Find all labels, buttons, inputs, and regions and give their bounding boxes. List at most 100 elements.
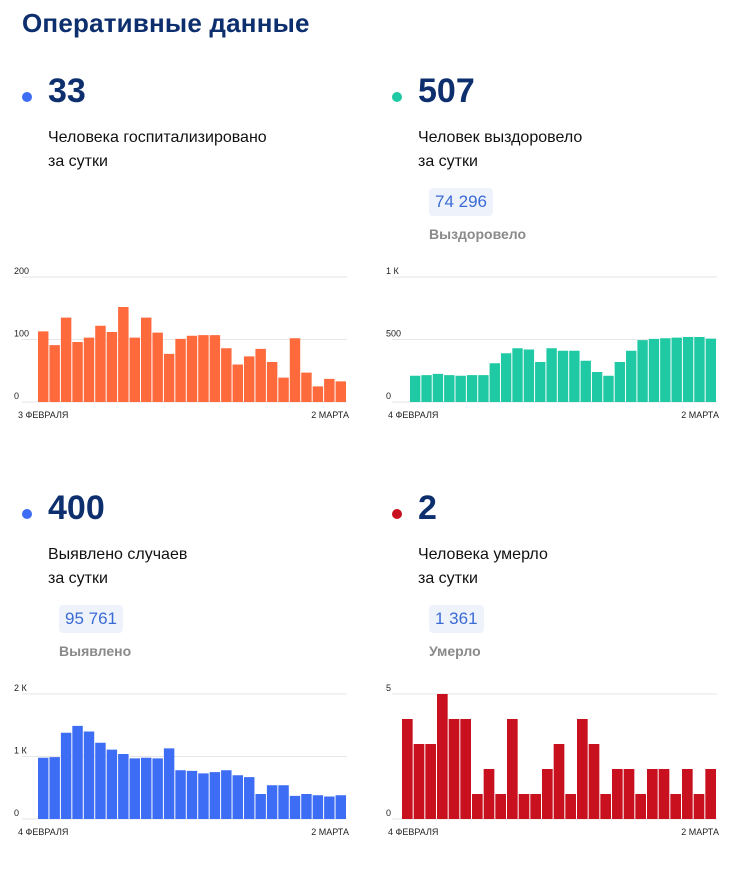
recovered-bar (466, 375, 478, 402)
recovered-dot (392, 92, 402, 102)
deaths-ytick-label: 0 (386, 808, 391, 818)
hospitalized-bar (60, 317, 72, 402)
hospitalized-value: 33 (48, 72, 86, 110)
hospitalized-bar (95, 325, 106, 402)
recovered-bar (500, 353, 512, 402)
cases-value: 400 (48, 489, 105, 527)
recovered-chart: 0 500 1 К 4 ФЕВРАЛЯ 2 МАРТА (386, 266, 719, 420)
hospitalized-bar (221, 348, 232, 402)
deaths-bar (670, 794, 681, 819)
cases-bar (278, 785, 289, 819)
cases-bar (49, 757, 60, 819)
hospitalized-bar (255, 348, 266, 402)
recovered-bar (535, 362, 546, 402)
cases-chart: 0 1 К 2 К 4 ФЕВРАЛЯ 2 МАРТА (14, 683, 349, 837)
hospitalized-bar (83, 337, 95, 402)
deaths-bar (472, 794, 483, 819)
deaths-bar (565, 794, 576, 819)
hospitalized-bar (186, 335, 198, 402)
hospitalized-bar (72, 342, 83, 402)
cases-bar (83, 731, 95, 819)
cases-bar (255, 794, 266, 819)
deaths-bar (460, 719, 471, 819)
hospitalized-xlabel-start: 3 ФЕВРАЛЯ (18, 410, 68, 420)
deaths-bar (577, 719, 588, 819)
recovered-bar (591, 372, 603, 402)
deaths-bar (693, 794, 705, 819)
recovered-bar (569, 350, 580, 402)
deaths-bar (495, 794, 506, 819)
recovered-bar (626, 350, 637, 402)
recovered-ytick-label: 0 (386, 391, 391, 401)
hospitalized-bar (141, 317, 152, 402)
recovered-bar (660, 338, 671, 402)
hospitalized-bar (266, 362, 278, 402)
recovered-bar (421, 375, 432, 402)
recovered-bar (489, 363, 500, 402)
cases-total-label: Выявлено (59, 643, 132, 659)
deaths-bar (437, 694, 448, 819)
cases-bar (221, 770, 232, 819)
deaths-bar (518, 794, 530, 819)
cases-bar (312, 795, 324, 819)
deaths-bar (623, 769, 635, 819)
cases-bar (163, 748, 175, 819)
hospitalized-bar (312, 386, 324, 402)
deaths-bar (483, 769, 495, 819)
hospitalized-bar (38, 331, 49, 402)
deaths-bar (542, 769, 553, 819)
page-title: Оперативные данные (22, 8, 310, 38)
cases-bar (118, 754, 129, 819)
cases-bar (106, 749, 118, 819)
recovered-bar (455, 375, 466, 402)
cases-bar (335, 795, 346, 819)
recovered-bar (557, 350, 569, 402)
deaths-bar (705, 769, 716, 819)
recovered-bar (614, 362, 626, 402)
hospitalized-bar (118, 307, 129, 402)
deaths-dot (392, 509, 402, 519)
recovered-bar (444, 375, 455, 402)
deaths-value: 2 (418, 489, 437, 527)
recovered-value: 507 (418, 72, 475, 110)
cases-bar (301, 794, 312, 819)
cases-bar (186, 770, 198, 819)
hospitalized-bar (301, 372, 312, 402)
cases-bar (152, 758, 163, 819)
hospitalized-ytick-label: 100 (14, 329, 29, 339)
cases-bar (175, 770, 186, 819)
hospitalized-bar (289, 338, 301, 402)
cases-bar (198, 773, 209, 819)
recovered-ytick-label: 500 (386, 329, 401, 339)
deaths-desc-line1: Человека умерло (418, 546, 548, 563)
cases-ytick-label: 0 (14, 808, 19, 818)
cases-xlabel-end: 2 МАРТА (311, 827, 349, 837)
cases-dot (22, 509, 32, 519)
cases-ytick-label: 1 К (14, 746, 28, 756)
cases-bar (209, 772, 221, 819)
recovered-bar (546, 348, 557, 402)
recovered-total-label: Выздоровело (429, 226, 527, 242)
recovered-bar (603, 375, 614, 402)
cases-panel: 400 Выявлено случаев за сутки 95 761 Выя… (14, 489, 372, 893)
deaths-bar (612, 769, 623, 819)
recovered-bar (580, 360, 591, 402)
cases-bar (72, 725, 83, 819)
recovered-panel: 507 Человек выздоровело за сутки 74 296 … (386, 72, 742, 476)
cases-bar (95, 742, 106, 819)
deaths-bar (600, 794, 611, 819)
recovered-desc-line2: за сутки (418, 153, 478, 170)
deaths-bar (402, 719, 413, 819)
hospitalized-desc-line1: Человека госпитализировано (48, 129, 267, 146)
deaths-ytick-label: 5 (386, 683, 391, 693)
cases-desc-line1: Выявлено случаев (48, 546, 188, 563)
deaths-bar (413, 744, 425, 819)
hospitalized-bar (232, 364, 243, 402)
deaths-xlabel-start: 4 ФЕВРАЛЯ (388, 827, 438, 837)
hospitalized-bar (49, 345, 60, 402)
deaths-bar (647, 769, 658, 819)
cases-ytick-label: 2 К (14, 683, 28, 693)
hospitalized-bar (278, 377, 289, 402)
deaths-bar (507, 719, 518, 819)
recovered-bar (432, 373, 444, 402)
